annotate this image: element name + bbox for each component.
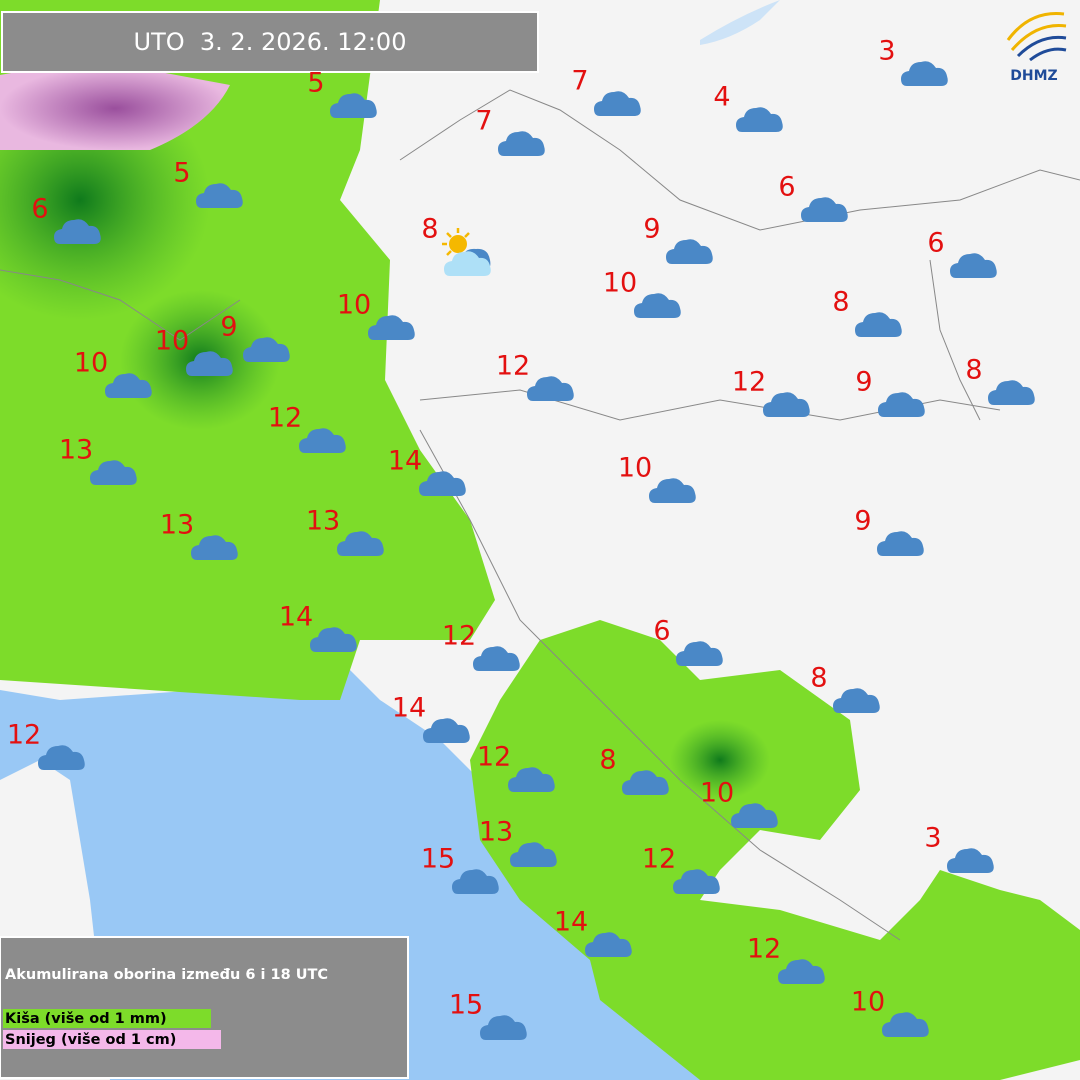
temperature: 12 [477, 742, 511, 773]
temperature: 12 [268, 403, 302, 434]
temperature: 10 [700, 778, 734, 809]
temperature: 9 [854, 506, 871, 537]
temperature: 6 [653, 616, 670, 647]
temperature: 15 [421, 844, 455, 875]
temperature: 9 [643, 214, 660, 245]
temperature: 8 [965, 355, 982, 386]
temperature: 6 [778, 172, 795, 203]
temperature: 10 [74, 348, 108, 379]
temperature: 14 [279, 602, 313, 633]
temperature: 9 [220, 312, 237, 343]
temperature: 13 [160, 510, 194, 541]
temperature: 10 [337, 290, 371, 321]
temperature: 14 [388, 446, 422, 477]
legend-swatch-snow [3, 1030, 221, 1049]
temperature: 12 [732, 367, 766, 398]
legend-item: Snijeg (više od 1 cm) [5, 1032, 176, 1048]
legend-item: Kiša (više od 1 mm) [5, 1011, 167, 1027]
temperature: 8 [810, 663, 827, 694]
temperature: 12 [442, 621, 476, 652]
temperature: 14 [554, 907, 588, 938]
temperature: 12 [496, 351, 530, 382]
borders [0, 89, 1080, 941]
temperature: 13 [479, 817, 513, 848]
temperature: 15 [449, 990, 483, 1021]
lake [700, 0, 780, 45]
legend-box [0, 936, 409, 1079]
temperature: 5 [173, 158, 190, 189]
legend-title: Akumulirana oborina između 6 i 18 UTC [5, 967, 328, 983]
temperature: 8 [832, 287, 849, 318]
legend-swatch-rain [3, 1009, 211, 1028]
temperature: 8 [599, 745, 616, 776]
temperature: 12 [7, 720, 41, 751]
temperature: 3 [878, 36, 895, 67]
temperature: 10 [618, 453, 652, 484]
logo: DHMZ [1006, 12, 1067, 84]
temperature: 13 [306, 506, 340, 537]
snow-area [0, 66, 230, 150]
heavy-rain [670, 720, 770, 800]
temperature: 6 [927, 228, 944, 259]
temperature: 10 [155, 326, 189, 357]
header-box [1, 11, 539, 73]
temperature: 3 [924, 823, 941, 854]
temperature: 10 [851, 987, 885, 1018]
temperature: 9 [855, 367, 872, 398]
temperature: 4 [713, 82, 730, 113]
temperature: 5 [307, 68, 324, 99]
logo-text: DHMZ [1010, 68, 1057, 84]
temperature: 7 [475, 106, 492, 137]
temperature: 7 [571, 66, 588, 97]
temperature: 12 [747, 934, 781, 965]
header-title: UTO 3. 2. 2026. 12:00 [134, 28, 407, 56]
rain-area [470, 620, 1080, 1080]
temperature: 12 [642, 844, 676, 875]
temperature: 10 [603, 268, 637, 299]
temperature: 6 [31, 194, 48, 225]
temperature: 14 [392, 693, 426, 724]
temperature: 8 [421, 214, 438, 245]
temperature: 13 [59, 435, 93, 466]
